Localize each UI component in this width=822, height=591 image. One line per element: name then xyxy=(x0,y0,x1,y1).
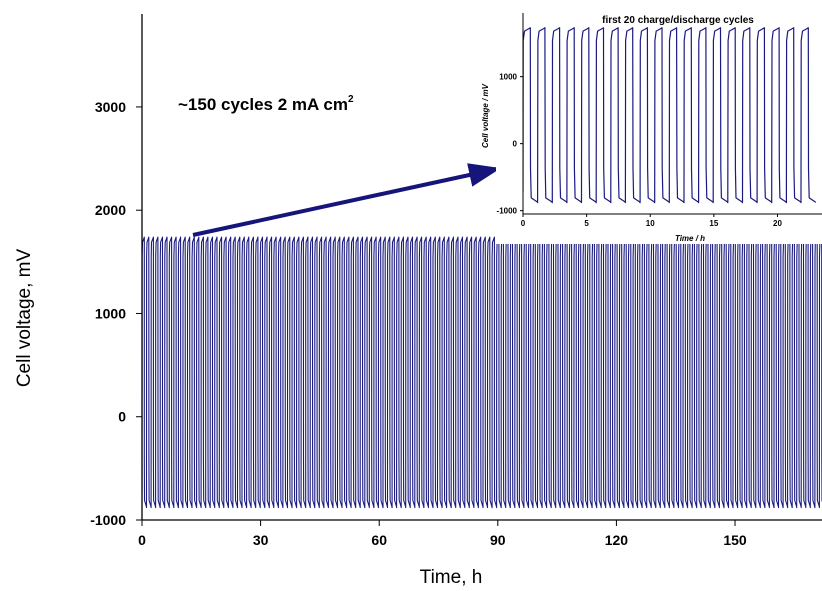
main-y-ticks: -1000 0 1000 2000 3000 xyxy=(90,99,142,528)
main-x-tick-label: 60 xyxy=(371,532,387,548)
inset-x-tick-label: 20 xyxy=(773,219,782,228)
main-x-tick-label: 90 xyxy=(490,532,506,548)
main-series-line xyxy=(142,236,822,509)
main-x-tick-label: 120 xyxy=(605,532,629,548)
inset-y-ticks: -1000 0 1000 xyxy=(497,73,523,216)
cycles-annotation-superscript: 2 xyxy=(348,94,354,105)
inset-y-tick-label: -1000 xyxy=(497,207,518,216)
inset-title: first 20 charge/discharge cycles xyxy=(602,15,754,26)
main-x-ticks: 0 30 60 90 120 150 xyxy=(138,520,747,548)
inset-series xyxy=(523,27,817,204)
main-y-tick-label: 1000 xyxy=(95,305,126,321)
inset-series-line xyxy=(523,27,817,204)
main-y-tick-label: 0 xyxy=(118,409,126,425)
inset-x-tick-label: 15 xyxy=(709,219,718,228)
main-x-axis-label: Time, h xyxy=(420,567,483,588)
main-x-tick-label: 150 xyxy=(723,532,747,548)
zoom-arrow xyxy=(192,163,501,237)
inset-y-tick-label: 0 xyxy=(513,140,518,149)
inset-y-tick-label: 1000 xyxy=(499,73,517,82)
inset-x-tick-label: 0 xyxy=(521,219,526,228)
inset-x-tick-label: 10 xyxy=(646,219,655,228)
main-x-tick-label: 30 xyxy=(253,532,269,548)
main-y-tick-label: 2000 xyxy=(95,202,126,218)
main-y-axis-label: Cell voltage, mV xyxy=(14,249,35,388)
inset-x-tick-label: 5 xyxy=(584,219,589,228)
inset-background xyxy=(496,8,822,244)
main-series xyxy=(142,236,822,509)
cycles-annotation: ~150 cycles 2 mA cm2 xyxy=(178,94,354,114)
main-y-tick-label: 3000 xyxy=(95,99,126,115)
inset-x-ticks: 0 5 10 15 20 xyxy=(521,214,782,228)
inset-x-axis-label: Time / h xyxy=(675,234,705,243)
main-y-tick-label: -1000 xyxy=(90,512,126,528)
cycles-annotation-text: ~150 cycles 2 mA cm xyxy=(178,95,348,114)
inset-y-axis-label: Cell voltage / mV xyxy=(481,83,490,148)
main-x-tick-label: 0 xyxy=(138,532,146,548)
